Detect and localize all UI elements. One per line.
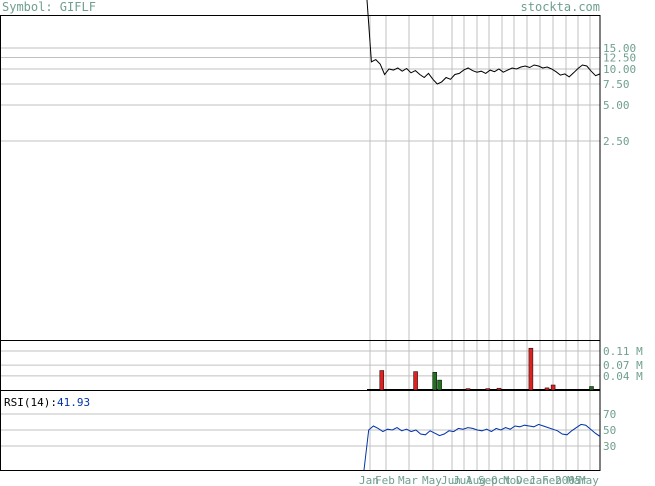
x-tick-label: Mar xyxy=(398,474,418,486)
price-tick-label: 12.50 xyxy=(603,51,636,64)
rsi-line xyxy=(363,423,601,471)
price-tick-label: 2.50 xyxy=(603,135,630,148)
x-tick-label: Mar xyxy=(567,474,587,486)
rsi-label: RSI(14):41.93 xyxy=(4,396,90,409)
rsi-name: RSI(14): xyxy=(4,396,57,409)
symbol-label: Symbol: GIFLF xyxy=(2,0,96,14)
volume-bar xyxy=(550,384,556,391)
rsi-axis-labels: 70 50 30 xyxy=(603,408,616,453)
rsi-tick-label: 50 xyxy=(603,424,616,437)
x-tick-label: Jun xyxy=(441,474,461,486)
x-tick-label: Nov xyxy=(503,474,523,486)
volume-bar xyxy=(465,388,471,391)
x-tick-label: Dec xyxy=(516,474,536,486)
x-tick-label: May xyxy=(579,474,599,486)
x-tick-label: Jul xyxy=(453,474,473,486)
volume-bar xyxy=(485,388,491,391)
x-tick-label: Oct xyxy=(491,474,511,486)
x-tick-label: Aug xyxy=(466,474,486,486)
volume-tick-label: 0.04 M xyxy=(603,370,643,383)
price-tick-label: 7.50 xyxy=(603,78,630,91)
volume-bar xyxy=(432,372,437,391)
x-tick-label: Jan xyxy=(529,474,549,486)
rsi-value: 41.93 xyxy=(57,396,90,409)
rsi-tick-label: 70 xyxy=(603,408,616,421)
price-tick-label: 15.00 xyxy=(603,42,636,55)
brand-label: stockta.com xyxy=(521,0,600,14)
x-tick-label: May xyxy=(422,474,442,486)
volume-tick-label: 0.07 M xyxy=(603,359,643,372)
x-tick-label: Feb xyxy=(542,474,562,486)
panel-frames xyxy=(0,15,601,471)
volume-axis-labels: 0.11 M0.07 M0.04 M xyxy=(603,345,643,383)
rsi-tick-label: 30 xyxy=(603,440,616,453)
price-tick-label: 5.00 xyxy=(603,99,630,112)
volume-bar xyxy=(528,347,534,391)
volume-bar xyxy=(544,387,550,391)
price-line xyxy=(366,0,601,85)
volume-bars xyxy=(379,347,594,391)
chart-grid xyxy=(0,15,600,470)
volume-bar xyxy=(413,371,418,391)
panel-border xyxy=(0,15,601,341)
x-tick-label: Sep xyxy=(478,474,498,486)
x-tick-label: 2005 xyxy=(555,474,582,486)
volume-tick-label: 0.11 M xyxy=(603,345,643,358)
panel-border xyxy=(0,390,601,471)
volume-bar xyxy=(496,387,502,391)
price-tick-label: 10.00 xyxy=(603,63,636,76)
volume-bar xyxy=(437,379,442,391)
x-tick-label: Jan xyxy=(359,474,379,486)
x-tick-label: Feb xyxy=(375,474,395,486)
volume-bar xyxy=(589,386,594,391)
volume-bar xyxy=(379,370,385,391)
